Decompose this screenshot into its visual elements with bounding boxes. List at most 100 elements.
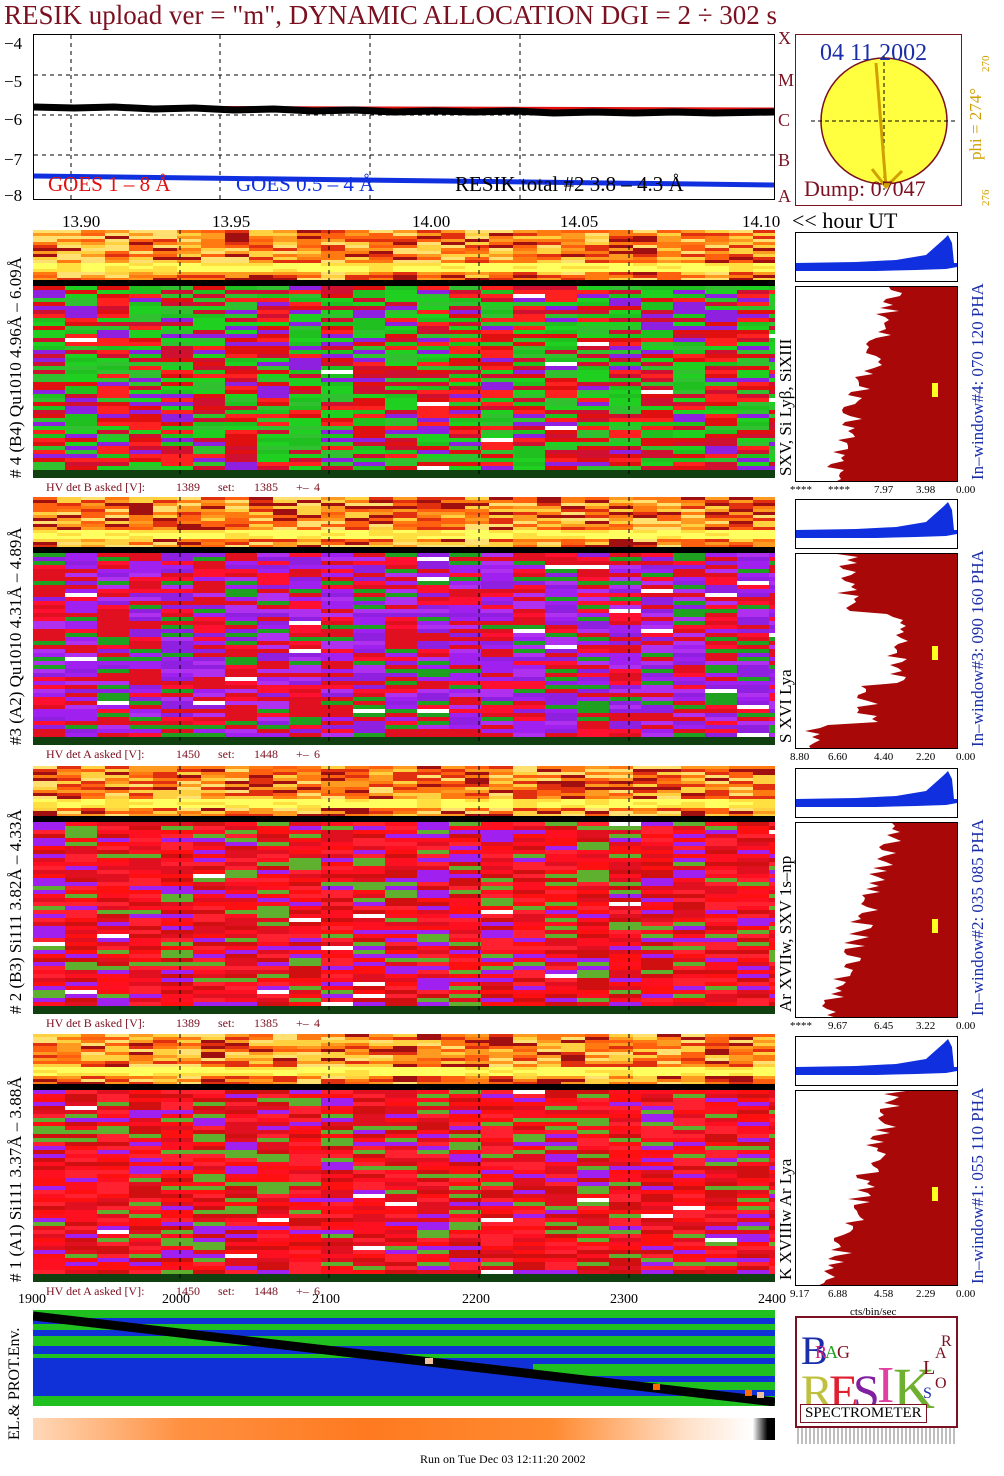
goes-ytick: −8 [4,186,23,205]
hv-field: HV det B asked [V]: [46,480,146,494]
histogram-tick: 4.58 [874,1288,894,1300]
hv-field: 1389 [176,1016,200,1030]
histogram-ticks-3: **** 9.67 6.45 3.22 0.00 [782,1020,978,1034]
class-letter: A [778,186,791,206]
histogram-ticks-4: 9.17 6.88 4.58 2.29 0.00 [782,1288,978,1302]
logo-letter: G [837,1342,850,1362]
histogram-tick: **** [790,1020,812,1032]
histogram-tick: 6.88 [828,1288,848,1300]
channel-label-4: # 1 (A1) Si111 3.37Å – 3.88Å [6,1076,25,1282]
phi-top: 270 [980,55,992,73]
hv-field: 1450 [176,1284,200,1298]
spectrogram-3 [33,766,775,1014]
goes-ytick: −5 [4,72,23,91]
spectrogram-1 [33,230,775,478]
env-svg [33,1310,775,1406]
hv-field: set: [218,480,235,494]
env-tick: 2400 [758,1292,786,1307]
env-trend-line [33,1311,775,1406]
hv-field: HV det A asked [V]: [46,747,145,761]
class-letter: C [778,110,791,130]
pha-histogram-4 [795,1090,958,1286]
time-tick: 14.05 [560,212,599,231]
logo-fineprint [797,1428,955,1444]
class-letter: B [778,150,791,170]
histogram-tick: 8.80 [790,751,810,763]
cts-label: cts/bin/sec [850,1306,897,1318]
hv-field: 1448 [254,747,278,761]
histogram-tick: 0.00 [956,751,976,763]
goes-ytick: −7 [4,150,23,169]
histogram-tick: **** [790,484,812,496]
pha-histogram-small-1 [795,232,958,282]
env-tick: 2000 [162,1292,190,1307]
in-window-label-2: In–window#3: 090 160 PHA [968,550,987,747]
spectral-lines-label-1: SXV, Si Lyβ, SiXIII [776,338,795,476]
logo-letter: L [923,1357,935,1379]
hv-field: 1385 [254,1016,278,1030]
histogram-tick: 0.00 [956,1288,976,1300]
histogram-tick: 4.40 [874,751,894,763]
spectrogram-4 [33,1034,775,1282]
logo-letter: I [877,1357,894,1414]
histogram-tick: 6.60 [828,751,848,763]
histogram-tick: 3.22 [916,1020,936,1032]
time-unit-label: << hour UT [792,208,898,233]
histogram-tick: 9.17 [790,1288,810,1300]
spectrogram-2 [33,497,775,745]
time-tick: 14.10 [742,212,781,231]
sun-panel [795,34,962,206]
hv-field: set: [218,1284,235,1298]
hv-field: HV det A asked [V]: [46,1284,145,1298]
logo-caption: SPECTROMETER [800,1404,927,1423]
env-panel [33,1310,775,1406]
phi-bottom: 276 [980,189,992,207]
footer-run-info: Run on Tue Dec 03 12:11:20 2002 [420,1452,586,1466]
hv-field: 1448 [254,1284,278,1298]
env-tick: 1900 [18,1292,46,1307]
hv-field: 6 [314,747,320,761]
page-title: RESIK upload ver = "m", DYNAMIC ALLOCATI… [4,0,778,30]
channel-label-1: # 4 (B4) Qu1010 4.96Å – 6.09Å [6,257,25,478]
pha-histogram-2 [795,553,958,749]
sun-svg [811,55,956,190]
resik-total-line [34,103,774,117]
goes-plot [33,34,775,200]
hv-field: +– [296,747,309,761]
hv-field: 4 [314,1016,320,1030]
goes-short-line [34,173,774,188]
time-tick: 14.00 [412,212,451,231]
hv-field: set: [218,1016,235,1030]
histogram-tick: 0.00 [956,1020,976,1032]
logo-letter: R [941,1333,952,1350]
histogram-tick: 7.97 [874,484,894,496]
histogram-ticks-1: **** **** 7.97 3.98 0.00 [782,484,978,498]
time-tick: 13.90 [62,212,101,231]
hv-field: 1389 [176,480,200,494]
logo-letter: O [935,1375,947,1392]
pha-histogram-small-4 [795,1036,958,1086]
hv-field: +– [296,1016,309,1030]
hv-field: +– [296,1284,309,1298]
pha-histogram-3 [795,822,958,1018]
histogram-ticks-2: 8.80 6.60 4.40 2.20 0.00 [782,751,978,765]
histogram-tick: 9.67 [828,1020,848,1032]
pha-histogram-1 [795,286,958,482]
goes-legend-short: GOES 0.5 – 4 Å [236,172,375,196]
sun-date: 04 11 2002 [820,40,928,66]
hv-field: 1450 [176,747,200,761]
logo-letter: A [825,1342,838,1362]
histogram-tick: 2.20 [916,751,936,763]
histogram-tick: **** [828,484,850,496]
pha-histogram-small-3 [795,768,958,818]
channel-label-2: #3 (A2) Qu1010 4.31Å – 4.89Å [6,527,25,745]
time-tick: 13.95 [212,212,251,231]
env-tick: 2100 [312,1292,340,1307]
histogram-tick: 3.98 [916,484,936,496]
env-strip [33,1418,775,1440]
histogram-tick: 6.45 [874,1020,894,1032]
goes-legend-long: GOES 1 – 8 Å [48,172,171,196]
logo-letter: R [815,1342,827,1362]
spectral-lines-label-2: S XVI Lya [776,669,795,743]
hv-field: 6 [314,1284,320,1298]
